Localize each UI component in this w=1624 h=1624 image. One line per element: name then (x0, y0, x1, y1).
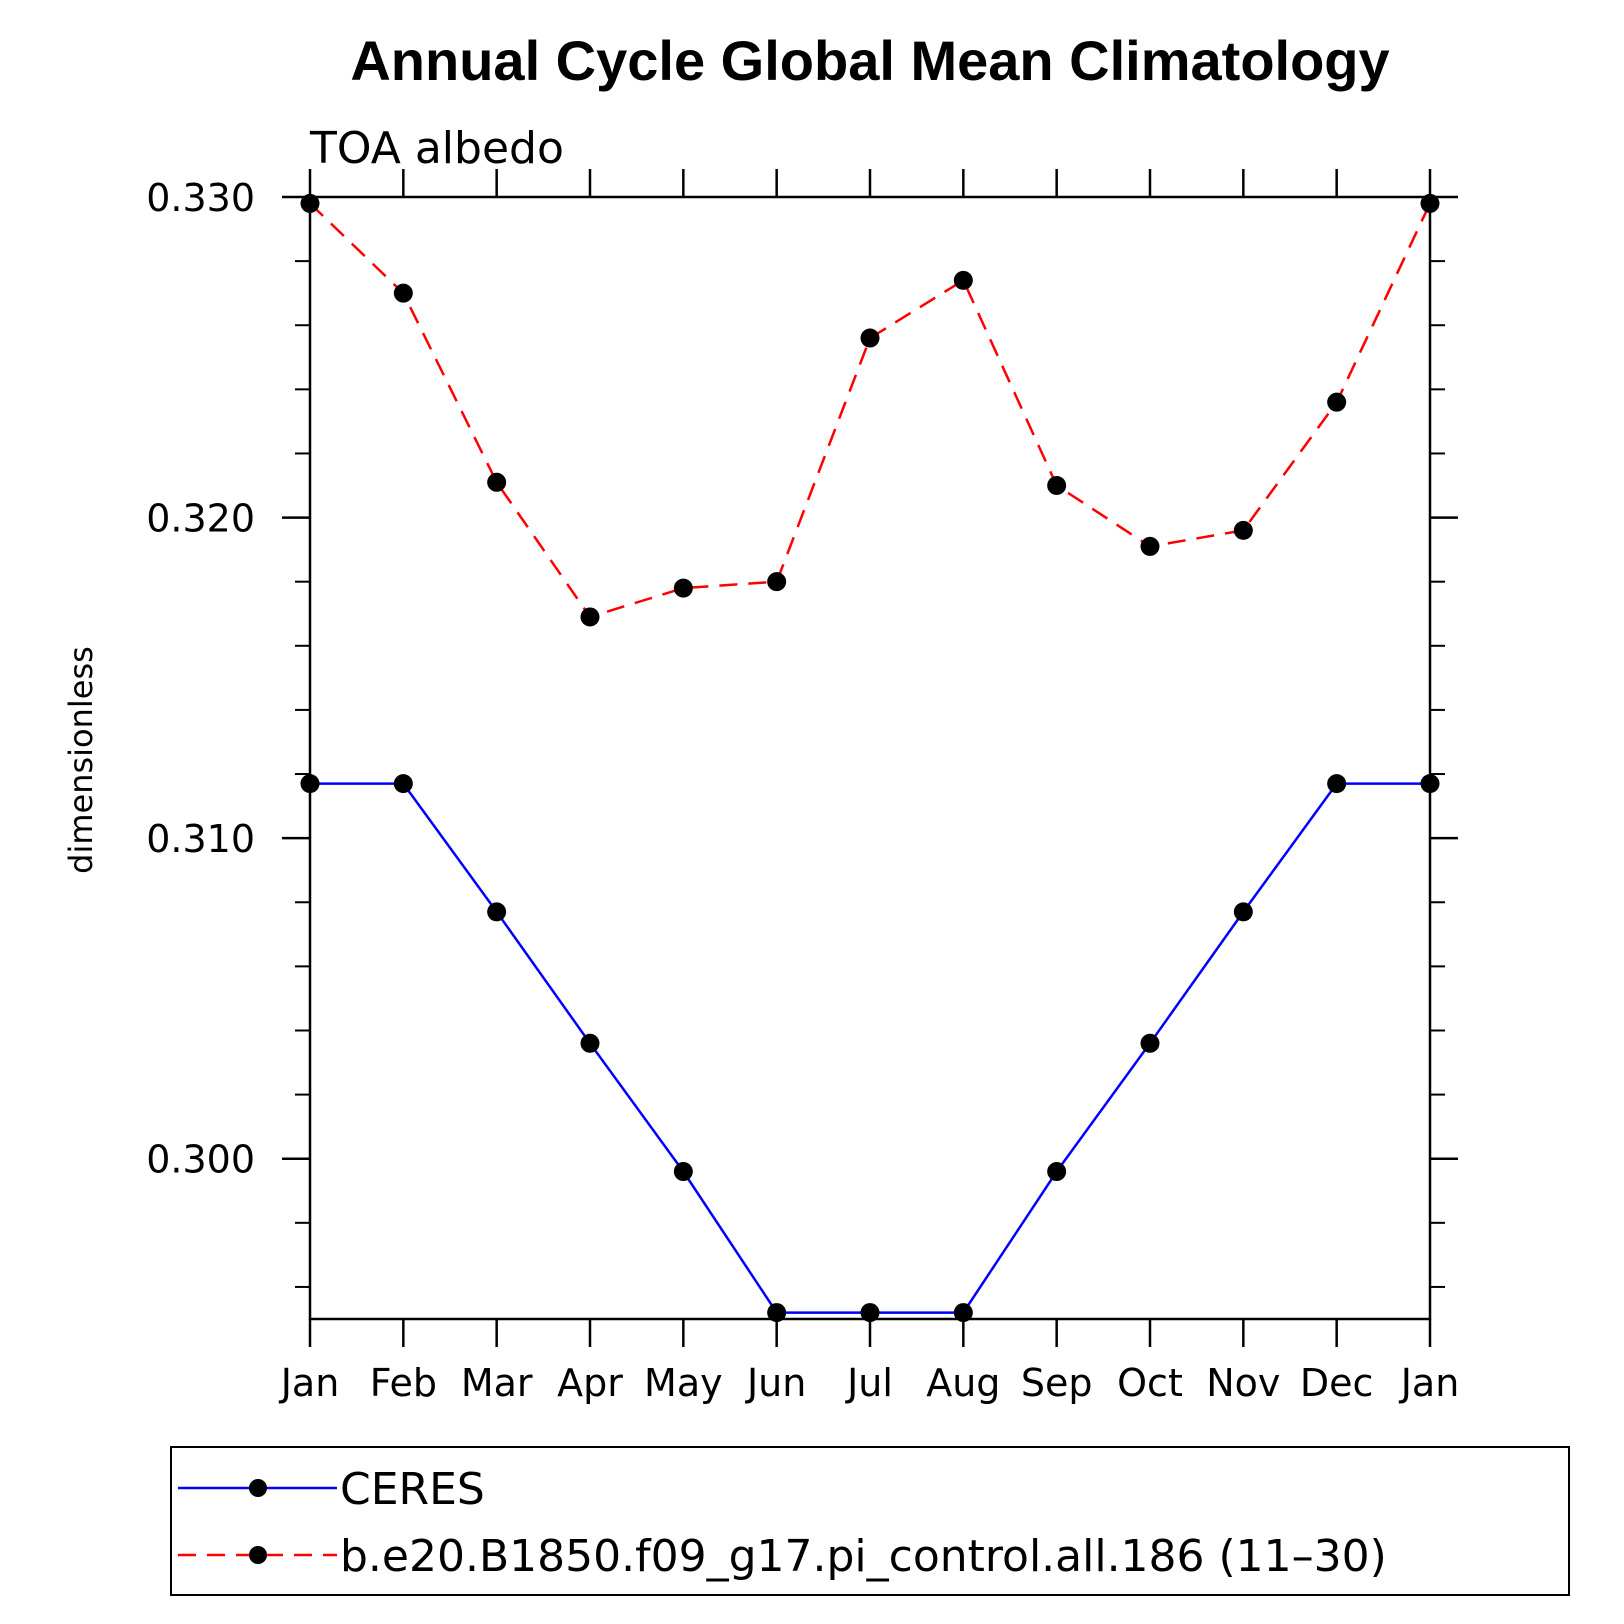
x-tick-label: Mar (461, 1361, 533, 1405)
data-point (1140, 1033, 1160, 1053)
data-point (393, 774, 413, 794)
legend-marker-model (249, 1546, 267, 1564)
x-tick-label: Apr (557, 1361, 623, 1405)
legend-label-model: b.e20.B1850.f09_g17.pi_control.all.186 (… (340, 1531, 1387, 1582)
series-group (300, 193, 1440, 1323)
data-point (673, 1162, 693, 1182)
data-point (1047, 1162, 1067, 1182)
data-point (487, 472, 507, 492)
data-point (1327, 392, 1347, 412)
x-tick-label: Feb (370, 1361, 437, 1405)
chart-subtitle: TOA albedo (309, 123, 564, 174)
legend: CERES b.e20.B1850.f09_g17.pi_control.all… (170, 1446, 1570, 1596)
data-point (487, 902, 507, 922)
y-tick-label: 0.310 (146, 817, 255, 861)
data-point (300, 774, 320, 794)
y-tick-label: 0.300 (146, 1138, 255, 1182)
tick-labels: Jan Feb Mar Apr May Jun Jul Aug Sep Oct Nov Dec Jan 0… (146, 176, 1459, 1405)
data-point (1140, 536, 1160, 556)
data-point (860, 1303, 880, 1323)
data-point (1420, 193, 1440, 213)
x-tick-label: Sep (1021, 1361, 1093, 1405)
data-point (1047, 476, 1067, 496)
series-line-model (309, 202, 1432, 619)
legend-marker-ceres (249, 1479, 267, 1497)
series-line-ceres (310, 782, 1430, 1314)
x-tick-label: May (644, 1361, 723, 1405)
data-point (1327, 774, 1347, 794)
x-tick-label: Nov (1206, 1361, 1280, 1405)
legend-label-ceres: CERES (340, 1464, 485, 1515)
y-tick-label: 0.320 (146, 497, 255, 541)
x-tick-label: Jun (745, 1361, 806, 1405)
x-tick-label: Jan (1399, 1361, 1460, 1405)
data-point (860, 328, 880, 348)
data-point (1420, 774, 1440, 794)
y-tick-label: 0.330 (146, 176, 255, 220)
y-axis-label: dimensionless (62, 646, 100, 874)
x-tick-label: Jan (279, 1361, 340, 1405)
x-tick-label: Oct (1117, 1361, 1183, 1405)
data-point (767, 572, 787, 592)
plot-frame (308, 195, 1432, 1321)
data-point (580, 1033, 600, 1053)
data-point (953, 1303, 973, 1323)
data-point (673, 578, 693, 598)
legend-box (170, 1446, 1570, 1596)
x-tick-label: Jul (845, 1361, 893, 1405)
chart-title: Annual Cycle Global Mean Climatology (350, 29, 1389, 92)
data-point (767, 1303, 787, 1323)
data-point (953, 270, 973, 290)
data-point (580, 607, 600, 627)
data-point (300, 193, 320, 213)
data-point (1233, 902, 1253, 922)
axis-ticks (282, 169, 1458, 1347)
x-tick-label: Dec (1300, 1361, 1374, 1405)
x-tick-label: Aug (926, 1361, 1000, 1405)
data-point (1233, 520, 1253, 540)
data-point (393, 283, 413, 303)
